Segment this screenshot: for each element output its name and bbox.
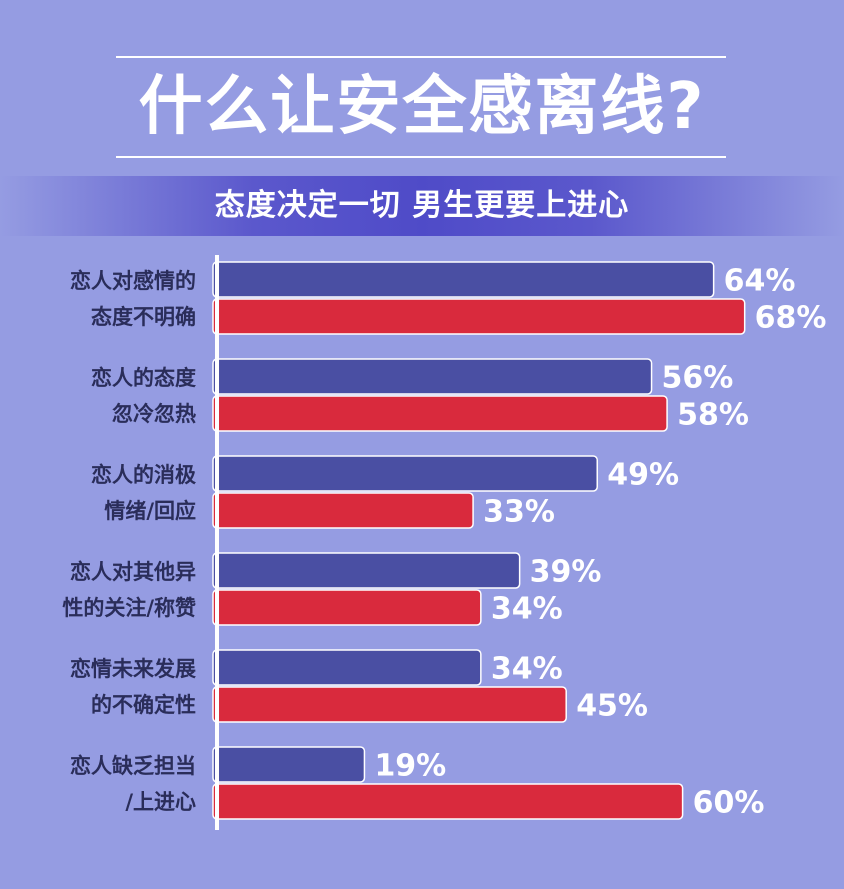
bar-series-1 [212,455,598,492]
chart-title: 什么让安全感离线? [138,70,706,144]
bar-value-label: 39% [530,555,602,590]
bar-value-label: 68% [755,301,827,336]
category-axis-line [215,255,219,830]
bar-value-label: 56% [662,361,734,396]
bar-series-1 [212,746,366,783]
category-label-line: 情绪/回应 [104,499,196,523]
category-label: 恋人的态度忽冷忽热 [91,366,196,426]
bar-series-2 [212,686,567,723]
chart-subtitle: 态度决定一切 男生更要上进心 [214,188,630,223]
category-label-line: 恋人的消极 [91,463,197,487]
category-label: 恋情未来发展的不确定性 [70,657,196,717]
bar-series-2 [212,395,668,432]
bar-series-1 [212,261,715,298]
bar-value-label: 58% [677,398,749,433]
bar-value-label: 60% [693,786,765,821]
bar-series-1 [212,649,482,686]
category-label-line: 的不确定性 [91,693,196,717]
bar-series-1 [212,358,653,395]
category-label-line: 态度不明确 [91,305,196,329]
bar-value-label: 19% [374,749,446,784]
category-label-line: 性的关注/称赞 [62,596,196,620]
category-label-line: 恋人对其他异 [70,560,196,584]
category-label-line: 恋人的态度 [91,366,196,390]
title-bottom-rule [116,156,726,158]
bar-value-label: 45% [576,689,648,724]
bar-value-label: 64% [724,264,796,299]
category-label-line: 恋情未来发展 [70,657,196,681]
bar-value-label: 34% [491,592,563,627]
bar-series-2 [212,783,684,820]
subtitle-banner [0,176,844,236]
category-label: 恋人对其他异性的关注/称赞 [62,560,196,620]
category-label-line: 恋人缺乏担当 [70,754,196,778]
title-top-rule [116,56,726,58]
category-label: 恋人的消极情绪/回应 [91,463,197,523]
bar-series-2 [212,492,474,529]
category-label-line: /上进心 [125,790,196,814]
bar-value-label: 34% [491,652,563,687]
bar-series-2 [212,589,482,626]
bar-series-1 [212,552,521,589]
category-label: 恋人对感情的态度不明确 [70,269,196,329]
category-label: 恋人缺乏担当/上进心 [70,754,196,814]
bar-series-2 [212,298,746,335]
bar-value-label: 49% [607,458,679,493]
bar-value-label: 33% [483,495,555,530]
category-label-line: 忽冷忽热 [112,402,196,426]
category-label-line: 恋人对感情的 [70,269,196,293]
